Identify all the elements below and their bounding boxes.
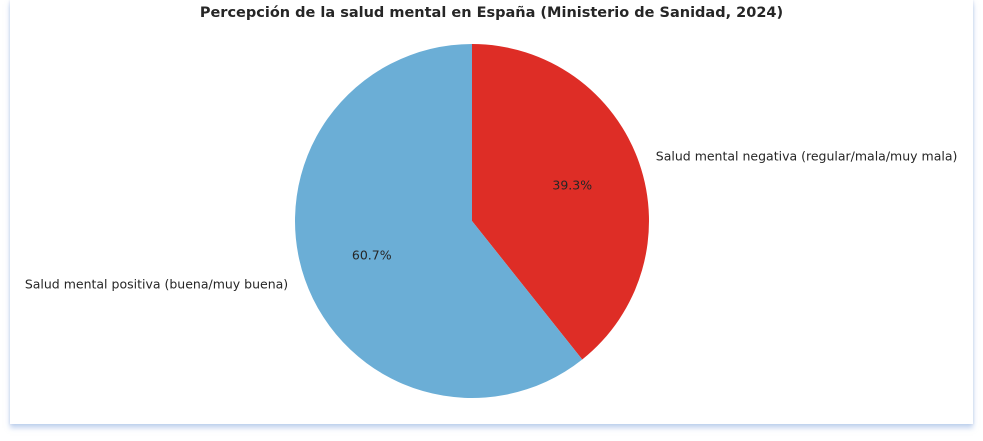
pie-category-label-0: Salud mental negativa (regular/mala/muy … [656,148,958,163]
pie-slice-1 [295,44,583,398]
chart-title: Percepción de la salud mental en España … [199,5,784,21]
pie-labels: 39.3% Salud mental negativa (regular/mala… [25,148,958,291]
pie-pct-label-0: 39.3% [552,177,592,192]
pie-pct-label-1: 60.7% [352,248,392,263]
pie-slice-0 [472,44,649,360]
pie-category-label-1: Salud mental positiva (buena/muy buena) [25,277,288,292]
pie-slices [295,44,649,398]
